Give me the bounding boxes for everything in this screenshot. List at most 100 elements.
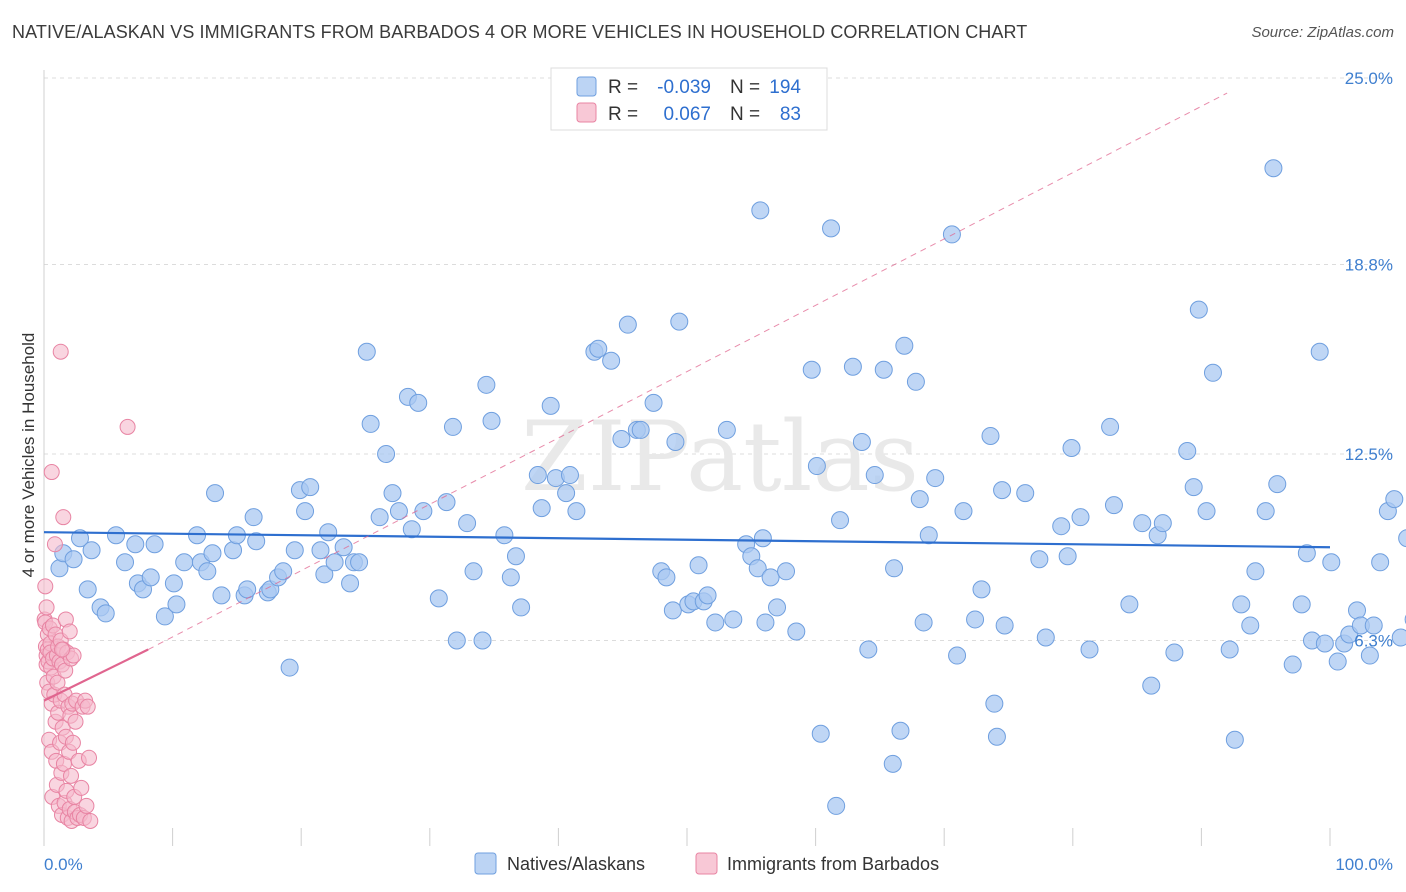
legend-swatch-blue bbox=[576, 76, 597, 97]
data-point-natives bbox=[164, 574, 183, 593]
data-point-natives bbox=[357, 342, 376, 361]
data-point-natives bbox=[473, 631, 492, 650]
data-point-natives bbox=[1058, 547, 1077, 566]
data-point-natives bbox=[1241, 616, 1260, 635]
data-point-barbados bbox=[55, 509, 72, 526]
data-point-barbados bbox=[52, 343, 69, 360]
y-tick-label: 6.3% bbox=[1354, 631, 1393, 650]
data-point-natives bbox=[82, 541, 101, 560]
data-point-natives bbox=[301, 478, 320, 497]
data-point-natives bbox=[987, 727, 1006, 746]
data-point-natives bbox=[512, 598, 531, 617]
data-point-barbados bbox=[49, 674, 66, 691]
data-point-natives bbox=[71, 529, 90, 548]
data-point-natives bbox=[567, 502, 586, 521]
legend-swatch-blue bbox=[474, 852, 497, 875]
data-point-natives bbox=[238, 580, 257, 599]
data-point-natives bbox=[477, 375, 496, 394]
data-point-natives bbox=[919, 526, 938, 545]
data-point-natives bbox=[906, 372, 925, 391]
data-point-natives bbox=[865, 466, 884, 485]
data-point-natives bbox=[1264, 159, 1283, 178]
data-point-natives bbox=[843, 357, 862, 376]
x-tick-marks bbox=[43, 828, 1331, 846]
data-point-natives bbox=[972, 580, 991, 599]
data-point-natives bbox=[285, 541, 304, 560]
data-point-natives bbox=[910, 490, 929, 509]
data-point-natives bbox=[883, 754, 902, 773]
data-point-natives bbox=[1364, 616, 1383, 635]
data-point-natives bbox=[761, 568, 780, 587]
data-point-natives bbox=[666, 432, 685, 451]
data-point-barbados bbox=[43, 464, 60, 481]
data-point-natives bbox=[852, 432, 871, 451]
legend-swatch-pink bbox=[695, 852, 718, 875]
data-point-natives bbox=[948, 646, 967, 665]
trend-line-barbados bbox=[147, 92, 1228, 650]
data-point-barbados bbox=[78, 797, 95, 814]
data-point-natives bbox=[247, 532, 266, 551]
data-point-natives bbox=[1104, 496, 1123, 515]
data-point-natives bbox=[874, 360, 893, 379]
legend-r-value: -0.039 bbox=[657, 77, 711, 98]
x-tick-label-max: 100.0% bbox=[1335, 855, 1393, 874]
stats-legend: R = -0.039 N = 194 R = 0.067 N = 83 bbox=[550, 67, 828, 131]
trend-lines bbox=[43, 92, 1331, 702]
data-point-natives bbox=[612, 429, 631, 448]
legend-series-label: Immigrants from Barbados bbox=[727, 854, 939, 874]
data-point-natives bbox=[1184, 478, 1203, 497]
data-point-natives bbox=[198, 562, 217, 581]
data-point-natives bbox=[895, 336, 914, 355]
data-point-natives bbox=[274, 562, 293, 581]
data-point-natives bbox=[768, 598, 787, 617]
data-point-natives bbox=[827, 796, 846, 815]
data-point-natives bbox=[350, 553, 369, 572]
data-point-natives bbox=[822, 219, 841, 238]
data-point-natives bbox=[107, 526, 126, 545]
data-point-natives bbox=[644, 393, 663, 412]
data-point-natives bbox=[464, 562, 483, 581]
legend-r-value: 0.067 bbox=[663, 104, 711, 125]
legend-r-label: R = bbox=[608, 77, 638, 98]
data-point-natives bbox=[1268, 475, 1287, 494]
data-point-natives bbox=[1385, 490, 1404, 509]
data-point-natives bbox=[155, 607, 174, 626]
data-point-natives bbox=[482, 411, 501, 430]
data-point-natives bbox=[78, 580, 97, 599]
data-point-natives bbox=[429, 589, 448, 608]
data-point-natives bbox=[212, 586, 231, 605]
data-point-natives bbox=[1101, 417, 1120, 436]
data-point-natives bbox=[1189, 300, 1208, 319]
data-point-natives bbox=[1197, 502, 1216, 521]
data-point-natives bbox=[689, 556, 708, 575]
legend-n-value: 194 bbox=[769, 77, 801, 98]
data-point-natives bbox=[557, 484, 576, 503]
data-point-natives bbox=[383, 484, 402, 503]
data-point-natives bbox=[126, 535, 145, 554]
data-point-natives bbox=[1371, 553, 1390, 572]
data-point-natives bbox=[532, 499, 551, 518]
data-point-natives bbox=[1328, 652, 1347, 671]
data-point-natives bbox=[414, 502, 433, 521]
data-point-natives bbox=[145, 535, 164, 554]
data-point-natives bbox=[1052, 517, 1071, 536]
data-point-natives bbox=[1225, 730, 1244, 749]
data-point-natives bbox=[657, 568, 676, 587]
data-point-natives bbox=[1080, 640, 1099, 659]
data-point-natives bbox=[175, 553, 194, 572]
data-point-natives bbox=[1030, 550, 1049, 569]
data-point-natives bbox=[1322, 553, 1341, 572]
data-point-natives bbox=[560, 466, 579, 485]
data-point-natives bbox=[670, 312, 689, 331]
data-point-natives bbox=[541, 396, 560, 415]
data-point-natives bbox=[1036, 628, 1055, 647]
data-point-barbados bbox=[46, 536, 63, 553]
data-point-natives bbox=[224, 541, 243, 560]
data-point-barbados bbox=[63, 767, 80, 784]
data-point-natives bbox=[1398, 529, 1406, 548]
data-point-natives bbox=[717, 420, 736, 439]
series-natives-alaskans bbox=[50, 159, 1406, 815]
data-point-natives bbox=[1220, 640, 1239, 659]
data-point-natives bbox=[528, 466, 547, 485]
